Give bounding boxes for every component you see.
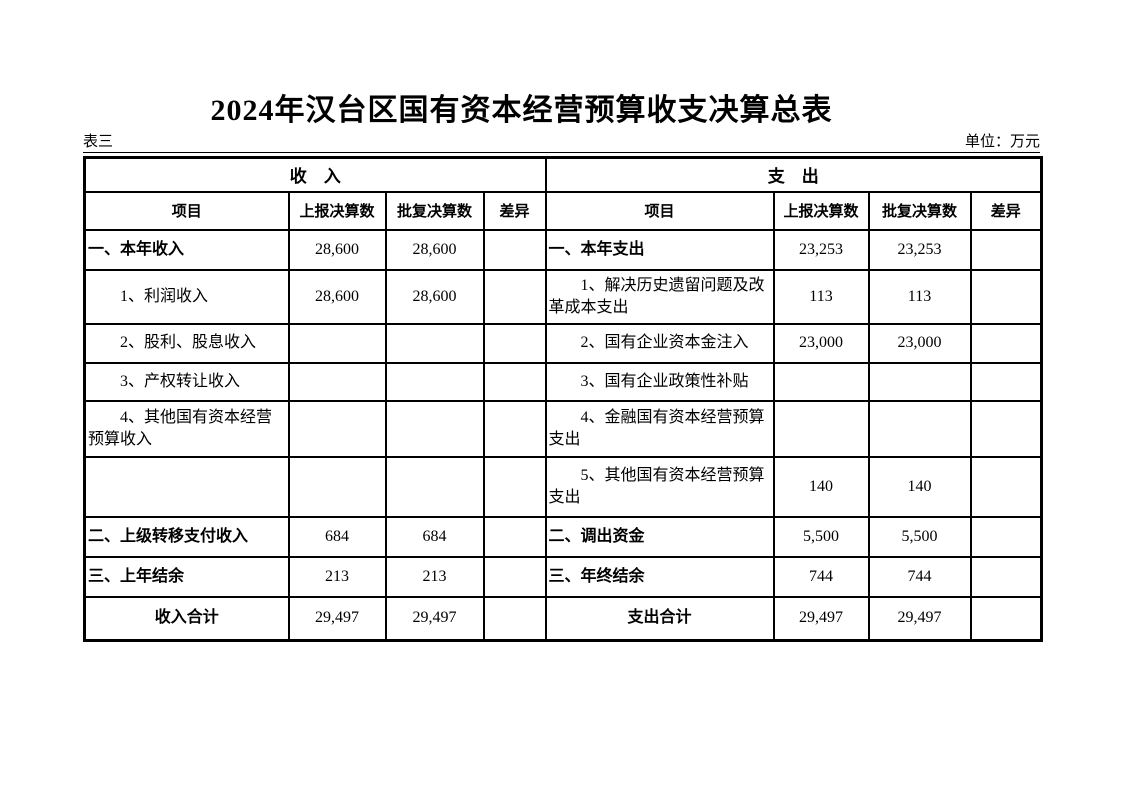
item-cell: 3、国有企业政策性补贴 [544,361,775,402]
approved-cell: 23,253 [867,228,972,271]
diff-cell [969,399,1043,458]
table-row: 1、利润收入 28,600 28,600 1、解决历史遗留问题及改革成本支出 1… [83,268,1043,325]
table-row: 一、本年收入 28,600 28,600 一、本年支出 23,253 23,25… [83,228,1043,271]
item-cell: 1、利润收入 [83,268,290,325]
reported-cell: 684 [287,515,387,558]
diff-cell [969,361,1043,402]
item-cell: 5、其他国有资本经营预算支出 [544,455,775,518]
diff-cell [482,268,547,325]
total-label-cell: 支出合计 [544,595,775,642]
diff-cell [969,322,1043,364]
section-header-revenue: 收 入 [83,156,547,193]
approved-cell [867,399,972,458]
column-header-diff: 差异 [482,190,547,231]
page-title: 2024年汉台区国有资本经营预算收支决算总表 [210,94,833,127]
diff-cell [482,455,547,518]
item-cell: 4、金融国有资本经营预算支出 [544,399,775,458]
reported-cell: 23,000 [772,322,870,364]
approved-cell: 23,000 [867,322,972,364]
table-row: 收入合计 29,497 29,497 支出合计 29,497 29,497 [83,595,1043,642]
approved-cell: 684 [384,515,485,558]
reported-cell [287,455,387,518]
diff-cell [969,515,1043,558]
reported-cell: 28,600 [287,228,387,271]
diff-cell [482,399,547,458]
approved-cell [384,322,485,364]
budget-table: 收 入 支 出 项目 上报决算数 批复决算数 差异 项目 上报决算数 批复决算数… [83,156,1043,642]
reported-cell: 29,497 [772,595,870,642]
reported-cell: 5,500 [772,515,870,558]
table-row: 5、其他国有资本经营预算支出 140 140 [83,455,1043,518]
table-row: 3、产权转让收入 3、国有企业政策性补贴 [83,361,1043,402]
column-header-item: 项目 [83,190,290,231]
approved-cell: 28,600 [384,268,485,325]
table-row: 三、上年结余 213 213 三、年终结余 744 744 [83,555,1043,598]
column-header-approved: 批复决算数 [867,190,972,231]
approved-cell: 29,497 [867,595,972,642]
diff-cell [969,555,1043,598]
reported-cell: 213 [287,555,387,598]
approved-cell: 213 [384,555,485,598]
approved-cell: 744 [867,555,972,598]
approved-cell: 29,497 [384,595,485,642]
reported-cell [772,399,870,458]
item-cell: 1、解决历史遗留问题及改革成本支出 [544,268,775,325]
item-cell: 2、国有企业资本金注入 [544,322,775,364]
diff-cell [482,515,547,558]
item-cell: 一、本年收入 [83,228,290,271]
reported-cell [287,361,387,402]
table-number-label: 表三 [83,134,114,150]
column-header-row: 项目 上报决算数 批复决算数 差异 项目 上报决算数 批复决算数 差异 [83,190,1043,231]
item-cell: 一、本年支出 [544,228,775,271]
caption-row: 表三 单位：万元 [83,130,1040,153]
item-cell [83,455,290,518]
reported-cell: 113 [772,268,870,325]
diff-cell [482,555,547,598]
diff-cell [482,228,547,271]
diff-cell [482,322,547,364]
table-row: 二、上级转移支付收入 684 684 二、调出资金 5,500 5,500 [83,515,1043,558]
reported-cell [287,399,387,458]
column-header-diff: 差异 [969,190,1043,231]
item-cell: 二、上级转移支付收入 [83,515,290,558]
column-header-approved: 批复决算数 [384,190,485,231]
item-cell: 3、产权转让收入 [83,361,290,402]
diff-cell [482,361,547,402]
reported-cell [287,322,387,364]
section-header-expenditure: 支 出 [544,156,1043,193]
reported-cell: 140 [772,455,870,518]
item-cell: 二、调出资金 [544,515,775,558]
item-cell: 三、上年结余 [83,555,290,598]
table-row: 2、股利、股息收入 2、国有企业资本金注入 23,000 23,000 [83,322,1043,364]
diff-cell [969,228,1043,271]
reported-cell [772,361,870,402]
diff-cell [969,455,1043,518]
item-cell: 4、其他国有资本经营预算收入 [83,399,290,458]
diff-cell [969,595,1043,642]
reported-cell: 744 [772,555,870,598]
column-header-reported: 上报决算数 [772,190,870,231]
column-header-reported: 上报决算数 [287,190,387,231]
item-cell: 2、股利、股息收入 [83,322,290,364]
approved-cell [867,361,972,402]
approved-cell [384,361,485,402]
unit-label: 单位：万元 [964,134,1040,150]
item-cell: 三、年终结余 [544,555,775,598]
column-header-item: 项目 [544,190,775,231]
approved-cell: 5,500 [867,515,972,558]
approved-cell [384,399,485,458]
section-header-row: 收 入 支 出 [83,156,1043,193]
diff-cell [969,268,1043,325]
reported-cell: 28,600 [287,268,387,325]
reported-cell: 23,253 [772,228,870,271]
approved-cell: 140 [867,455,972,518]
approved-cell: 28,600 [384,228,485,271]
approved-cell: 113 [867,268,972,325]
table-row: 4、其他国有资本经营预算收入 4、金融国有资本经营预算支出 [83,399,1043,458]
diff-cell [482,595,547,642]
reported-cell: 29,497 [287,595,387,642]
total-label-cell: 收入合计 [83,595,290,642]
approved-cell [384,455,485,518]
